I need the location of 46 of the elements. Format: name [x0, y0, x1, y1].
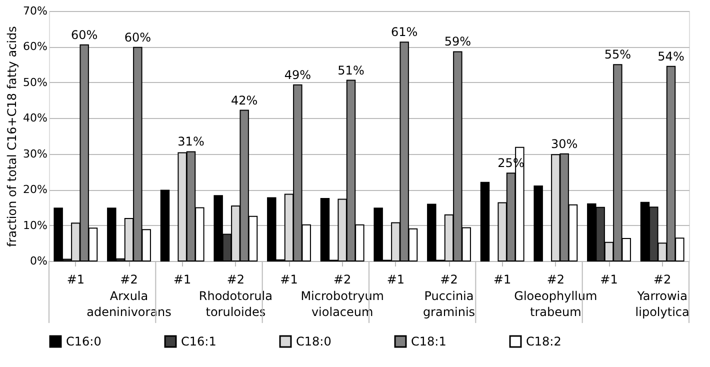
data-label: 59% — [444, 34, 472, 49]
y-tick-label: 0% — [30, 254, 48, 268]
x-tick-label: #2 — [653, 272, 672, 286]
x-tick-label: #2 — [333, 272, 352, 286]
x-tick-label: #2 — [120, 272, 138, 286]
legend-label: C18:1 — [411, 334, 446, 349]
x-tick-label: #2 — [226, 272, 245, 286]
text: Arxula adeninivorans — [86, 289, 172, 319]
legend-label: C18:0 — [296, 334, 332, 349]
y-tick-label: 70% — [23, 4, 48, 18]
x-tick-label: #2 — [546, 272, 565, 286]
data-label: 60% — [71, 28, 98, 42]
y-tick-label: 30% — [23, 147, 48, 160]
x-tick-label: #1 — [386, 272, 405, 286]
text: Gloeophyllum trabeum — [514, 289, 598, 319]
x-tick-label: #1 — [600, 272, 618, 286]
legend-label: C16:1 — [181, 334, 216, 349]
legend-label: C16:0 — [66, 334, 102, 349]
text: Puccinia graminis — [422, 289, 476, 319]
data-label: 31% — [178, 134, 204, 149]
bar — [480, 182, 490, 262]
data-label: 51% — [338, 63, 364, 78]
y-axis-title: fraction of total C16+C18 fatty acids — [5, 26, 20, 247]
text: Microbotryum violaceum — [300, 289, 384, 319]
x-tick-label: #1 — [493, 272, 512, 286]
bar — [534, 186, 543, 262]
data-label: 61% — [391, 25, 418, 40]
y-tick-label: 60% — [23, 40, 48, 54]
data-label: 42% — [231, 93, 258, 108]
x-tick-label: #1 — [66, 272, 85, 286]
text: Rhodotorula toruloides — [198, 289, 272, 319]
legend-label: C18:2 — [526, 334, 562, 349]
y-tick-label: 20% — [23, 183, 48, 196]
text: Yarrowia lipolytica — [635, 289, 690, 319]
bar — [160, 190, 170, 262]
x-tick-label: #1 — [280, 272, 298, 286]
x-tick-label: #1 — [173, 272, 192, 286]
y-tick-label: 40% — [23, 112, 48, 125]
data-label: 55% — [604, 48, 632, 62]
y-tick-label: 10% — [23, 218, 48, 232]
data-label: 30% — [551, 136, 578, 151]
y-tick-label: 50% — [23, 76, 48, 89]
data-label: 54% — [658, 49, 684, 64]
data-label: 49% — [284, 68, 312, 82]
data-label: 60% — [124, 30, 152, 44]
x-tick-label: #2 — [440, 272, 458, 286]
